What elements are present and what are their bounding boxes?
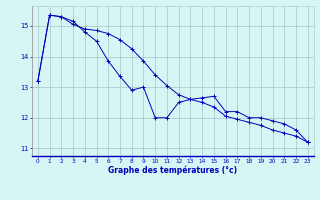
X-axis label: Graphe des températures (°c): Graphe des températures (°c): [108, 165, 237, 175]
